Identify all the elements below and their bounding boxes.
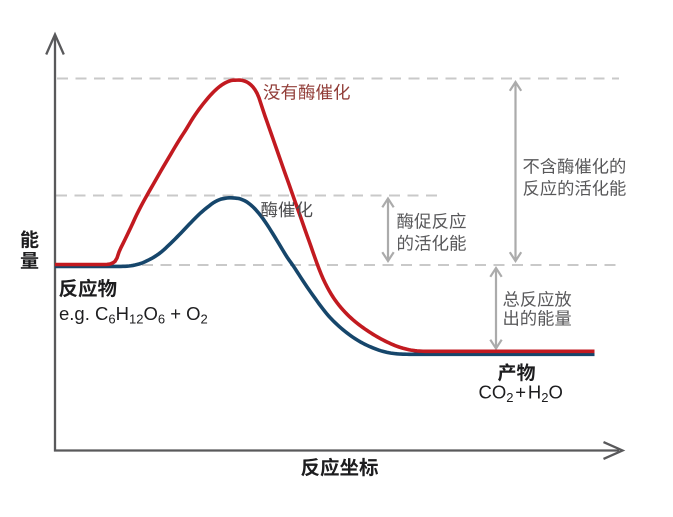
svg-text:CO2+H2O: CO2+H2O <box>479 382 563 406</box>
svg-text:e.g. C6H12O6 + O2: e.g. C6H12O6 + O2 <box>59 303 208 327</box>
